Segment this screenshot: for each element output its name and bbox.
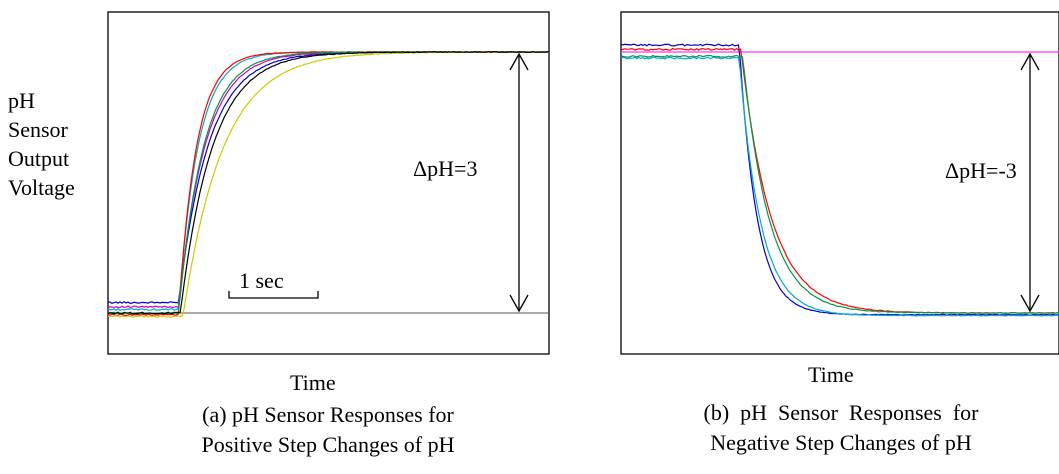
caption-a: (a) pH Sensor Responses for Positive Ste… [148, 400, 508, 460]
series-line-a-3 [107, 51, 550, 317]
plot-frame-b [620, 11, 1059, 355]
delta-ph-annotation-b: ΔpH=-3 [945, 158, 1017, 184]
y-axis-label-line: Voltage [8, 175, 75, 200]
scale-bar [228, 291, 319, 299]
series-line-a-0 [107, 51, 550, 305]
caption-b-line: (b) pH Sensor Responses for [703, 400, 979, 425]
delta-arrow-head-top-a [509, 52, 529, 71]
caption-a-line: Positive Step Changes of pH [201, 432, 455, 457]
y-axis-label-line: pH [8, 88, 35, 113]
series-line-a-4 [107, 51, 550, 315]
y-axis-label: pH Sensor Output Voltage [8, 86, 75, 202]
scale-bar-label: 1 sec [239, 268, 284, 293]
y-axis-label-line: Output [8, 146, 70, 171]
delta-ph-annotation-a: ΔpH=3 [413, 156, 478, 182]
series-line-b-2 [620, 54, 1059, 314]
series-line-a-6 [107, 51, 550, 315]
delta-arrow-head-top-b [1020, 52, 1040, 71]
caption-a-line: (a) pH Sensor Responses for [202, 402, 454, 427]
y-axis-label-line: Sensor [8, 117, 68, 142]
caption-b-line: Negative Step Changes of pH [710, 430, 972, 455]
delta-arrow-head-bottom-a [509, 294, 529, 313]
series-line-a-5 [107, 51, 550, 318]
x-axis-label-b: Time [808, 362, 854, 387]
series-line-a-1 [107, 51, 550, 309]
delta-arrow-head-bottom-b [1020, 294, 1040, 313]
plot-frame-a [107, 11, 550, 355]
series-line-b-3 [621, 56, 1059, 317]
x-axis-label-a: Time [290, 370, 336, 395]
series-line-a-2 [107, 51, 550, 312]
caption-b: (b) pH Sensor Responses for Negative Ste… [666, 398, 1016, 458]
